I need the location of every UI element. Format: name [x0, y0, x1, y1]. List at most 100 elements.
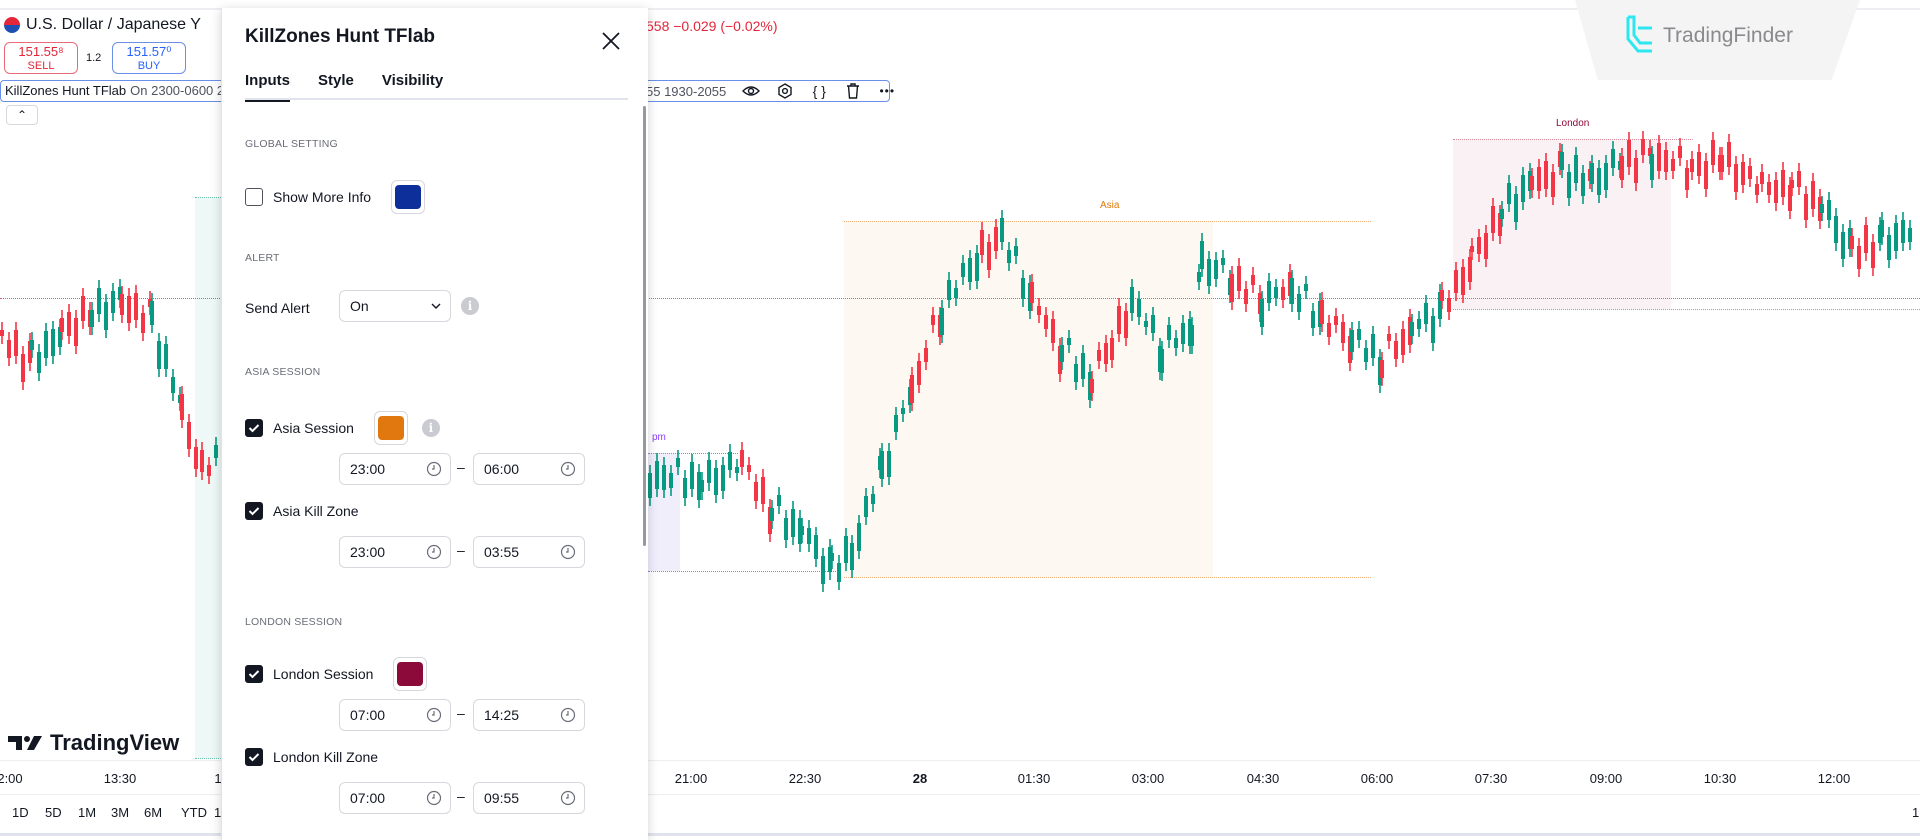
asia-kill-zone-start-input[interactable]: 23:00 — [339, 536, 451, 568]
candle-wick — [31, 332, 33, 359]
candle-wick — [142, 305, 144, 342]
send-alert-select[interactable]: On — [339, 290, 451, 322]
candle — [662, 457, 666, 498]
candle-wick — [1485, 225, 1487, 267]
candle — [1274, 278, 1278, 306]
candle-wick — [1342, 313, 1344, 351]
candle-wick — [1198, 263, 1200, 290]
asia-session-info-icon[interactable]: i — [421, 419, 440, 437]
candle — [60, 309, 64, 341]
period-button[interactable]: 1 — [214, 805, 222, 820]
candle — [1894, 215, 1898, 260]
period-button[interactable]: 1D — [12, 805, 29, 820]
candle-wick — [1261, 291, 1263, 335]
period-button[interactable]: 6M — [144, 805, 163, 820]
send-alert-info-icon[interactable]: i — [461, 297, 479, 315]
candle — [104, 294, 108, 339]
buy-button[interactable]: 151.57⁰ BUY — [112, 42, 186, 74]
candle — [1297, 285, 1301, 321]
asia-session-start-input[interactable]: 23:00 — [339, 453, 451, 485]
candle-wick — [151, 293, 153, 334]
candle — [1334, 307, 1338, 334]
candle — [1461, 259, 1465, 304]
candle-wick — [1538, 159, 1540, 199]
candle — [214, 436, 218, 466]
tab-visibility[interactable]: Visibility — [381, 72, 444, 89]
candle-wick — [1328, 314, 1330, 346]
london-session-end-input[interactable]: 14:25 — [473, 699, 585, 731]
delete-icon[interactable] — [844, 82, 862, 100]
candle — [1251, 267, 1255, 293]
period-button[interactable]: 1M — [78, 805, 97, 820]
candle — [171, 369, 175, 402]
sell-button[interactable]: 151.55⁸ SELL — [4, 42, 78, 74]
london-session-color-button[interactable] — [393, 657, 428, 691]
london-session-range-separator: – — [457, 705, 465, 721]
asia-kill-zone-end-input[interactable]: 03:55 — [473, 536, 585, 568]
candle-wick — [1038, 297, 1040, 324]
period-button[interactable]: 3M — [111, 805, 130, 820]
candle-wick — [1782, 161, 1784, 206]
settings-icon[interactable] — [776, 82, 794, 100]
show-more-info-color-button[interactable] — [391, 180, 426, 214]
more-icon[interactable]: ••• — [879, 84, 896, 98]
asia-kill-zone-checkbox[interactable] — [245, 502, 263, 520]
london-session-label: London Session — [273, 666, 374, 682]
send-alert-value: On — [350, 298, 369, 314]
candle-wick — [1635, 149, 1637, 191]
asia-session-checkbox[interactable] — [245, 419, 263, 437]
london-session-checkbox[interactable] — [245, 665, 263, 683]
symbol-title[interactable]: U.S. Dollar / Japanese Y — [4, 16, 201, 34]
close-button[interactable] — [598, 28, 624, 54]
candle — [648, 465, 652, 506]
candle-wick — [1612, 140, 1614, 177]
candle — [1741, 153, 1745, 194]
candle — [14, 322, 18, 365]
send-alert-label: Send Alert — [245, 300, 310, 316]
show-more-info-checkbox[interactable] — [245, 188, 263, 206]
london-kill-zone-start-input[interactable]: 07:00 — [339, 782, 451, 814]
london-kill-zone-checkbox[interactable] — [245, 748, 263, 766]
candle-wick — [1651, 145, 1653, 188]
period-button[interactable]: 5D — [45, 805, 62, 820]
candle-wick — [691, 453, 693, 497]
dialog-scrollbar[interactable] — [643, 106, 646, 546]
candle-wick — [1471, 238, 1473, 261]
london-session-start-input[interactable]: 07:00 — [339, 699, 451, 731]
candle-wick — [1045, 306, 1047, 338]
candle — [968, 250, 972, 291]
asia-session-color-button[interactable] — [373, 411, 408, 445]
candle-wick — [1812, 173, 1814, 218]
candle-wick — [736, 458, 738, 481]
candle — [777, 486, 781, 515]
time-axis-tick: 10:30 — [1703, 771, 1737, 786]
candle — [58, 319, 62, 355]
candle-wick — [112, 282, 114, 322]
london-kill-zone-end-input[interactable]: 09:55 — [473, 782, 585, 814]
tradingview-logo[interactable]: TradingView — [8, 730, 179, 756]
candle — [980, 222, 984, 264]
collapse-legend-button[interactable]: ⌃ — [6, 105, 38, 125]
asia-session-end-input[interactable]: 06:00 — [473, 453, 585, 485]
candle-wick — [865, 487, 867, 525]
candle-wick — [1881, 212, 1883, 246]
tab-style[interactable]: Style — [318, 72, 354, 89]
candle-wick — [181, 386, 183, 429]
eye-icon[interactable] — [742, 82, 761, 100]
tab-inputs[interactable]: Inputs — [245, 72, 290, 102]
source-code-icon[interactable]: { } — [812, 83, 826, 99]
time-axis-tick: 04:30 — [1246, 771, 1280, 786]
candle-wick — [1275, 278, 1277, 306]
period-button[interactable]: YTD — [181, 805, 207, 820]
candle-wick — [1672, 150, 1674, 180]
indicator-params-tail: 55 1930-2055 — [646, 83, 727, 99]
candle-wick — [1208, 251, 1210, 294]
candle — [1760, 164, 1764, 192]
top-divider — [0, 8, 1920, 10]
time-axis-tick: 06:00 — [1360, 771, 1394, 786]
candle — [1697, 144, 1701, 184]
time-axis[interactable]: 2:00 13:30 1 21:00 22:30 28 01:30 03:00 04:30 06:… — [0, 760, 1920, 795]
show-more-info-color-swatch — [395, 185, 422, 209]
candle — [1664, 141, 1668, 181]
